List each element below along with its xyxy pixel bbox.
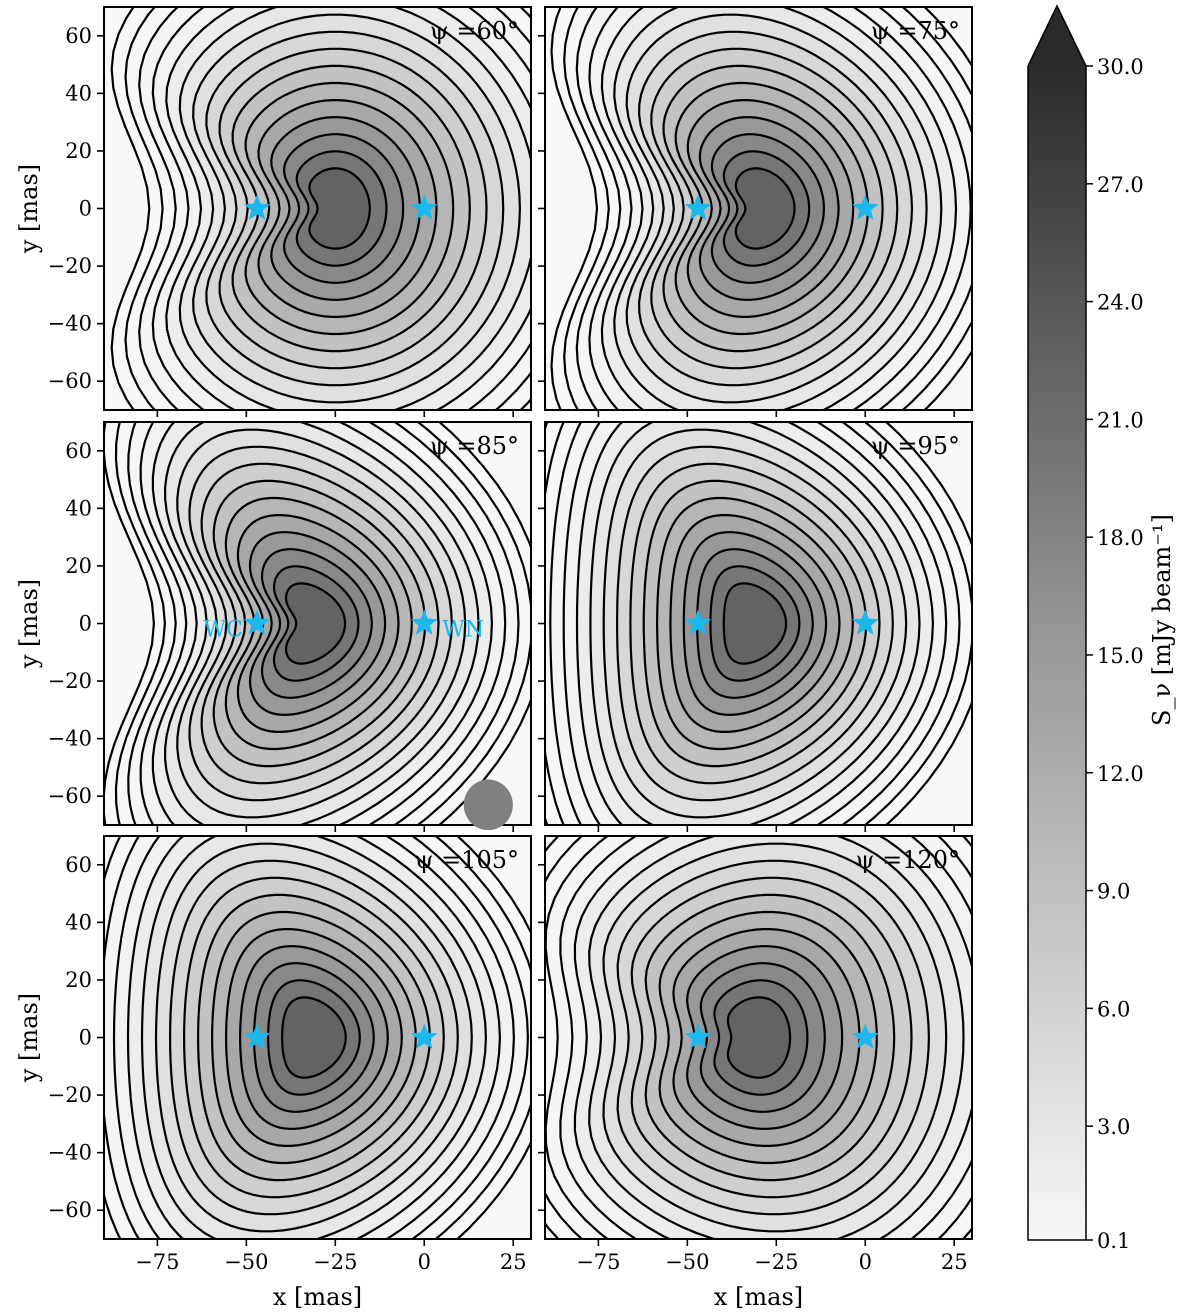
y-tick-label: 20	[65, 139, 92, 163]
panel-1: −60 −40 −20 0 20 40 60 ψ =60°	[48, 6, 532, 417]
star-wc	[243, 194, 271, 220]
y-tick-label: 40	[65, 81, 92, 105]
contour-group	[110, 7, 531, 410]
x-tick-label: −75	[576, 1250, 620, 1274]
y-tick-label: −60	[48, 784, 92, 808]
colorbar-tick-label: 3.0	[1097, 1115, 1130, 1139]
star-wc	[684, 609, 712, 635]
psi-label: ψ =75°	[871, 17, 960, 45]
x-tick-label: 0	[859, 1250, 872, 1274]
y-tick-label: 40	[65, 910, 92, 934]
y-tick-label: 20	[65, 554, 92, 578]
x-tick-label: 25	[941, 1250, 968, 1274]
contour-group	[104, 422, 531, 825]
x-tick-label: 0	[418, 1250, 431, 1274]
y-tick-label: 0	[79, 197, 92, 221]
x-tick-label: 25	[500, 1250, 527, 1274]
star-label-wn: WN	[442, 618, 484, 643]
colorbar-tick-label: 18.0	[1097, 526, 1144, 550]
star-label-wc: WC	[204, 618, 243, 643]
x-tick-label: −50	[665, 1250, 709, 1274]
y-tick-label: 60	[65, 853, 92, 877]
star-wc	[684, 1023, 712, 1049]
contour-level	[722, 582, 788, 665]
y-tick-label: −60	[48, 369, 92, 393]
y-tick-label: −20	[48, 669, 92, 693]
colorbar-tick-label: 12.0	[1097, 762, 1144, 786]
star-wc	[684, 194, 712, 220]
contour-level	[280, 996, 347, 1079]
panel-5: −75 −50 −25 0 25 −60 −40 −20 0 20 40 60 ψ =105°	[48, 835, 532, 1274]
panel-4: ψ =95°	[538, 421, 973, 832]
x-axis-label: x [mas]	[273, 1283, 362, 1311]
y-tick-label: 60	[65, 24, 92, 48]
y-tick-label: −40	[48, 1141, 92, 1165]
star-wn	[410, 1023, 438, 1049]
contour-group	[545, 422, 972, 825]
y-tick-label: −40	[48, 312, 92, 336]
colorbar: 0.1 3.0 6.0 9.0 12.0 15.0 18.0 21.0 24.0 27.0 30.0…	[1027, 4, 1176, 1253]
panel-2: ψ =75°	[538, 6, 973, 417]
contour-group	[545, 836, 972, 1239]
y-tick-label: 0	[79, 1026, 92, 1050]
star-wn	[851, 609, 879, 635]
colorbar-gradient	[1028, 66, 1086, 1240]
contour-level	[726, 996, 792, 1079]
star-wn	[851, 194, 879, 220]
y-tick-label: −40	[48, 727, 92, 751]
colorbar-tick-label: 6.0	[1097, 997, 1130, 1021]
y-tick-label: 20	[65, 968, 92, 992]
psi-label: ψ =120°	[856, 846, 960, 874]
x-tick-label: −25	[754, 1250, 798, 1274]
x-tick-label: −50	[224, 1250, 268, 1274]
y-tick-label: 60	[65, 439, 92, 463]
contour-level	[734, 167, 796, 250]
y-tick-label: −20	[48, 254, 92, 278]
beam-ellipse	[463, 779, 513, 831]
panel-6: −75 −50 −25 0 25 ψ =120°	[538, 835, 973, 1274]
colorbar-label: S_ν [mJy beam⁻¹]	[1148, 514, 1176, 726]
star-wn	[851, 1023, 879, 1049]
y-axis-label: y [mas]	[15, 164, 43, 254]
colorbar-tick-label: 15.0	[1097, 644, 1144, 668]
colorbar-extend-arrow	[1028, 6, 1086, 66]
psi-label: ψ =60°	[430, 17, 519, 45]
contour-level	[284, 582, 347, 665]
psi-label: ψ =85°	[430, 432, 519, 460]
x-tick-label: −25	[313, 1250, 357, 1274]
star-wn	[410, 609, 438, 635]
colorbar-tick-label: 27.0	[1097, 173, 1144, 197]
colorbar-tick-label: 24.0	[1097, 291, 1144, 315]
x-axis-label: x [mas]	[714, 1283, 803, 1311]
star-wc	[243, 609, 271, 635]
psi-label: ψ =95°	[871, 432, 960, 460]
star-wn	[410, 194, 438, 220]
y-tick-label: 40	[65, 496, 92, 520]
y-axis-label: y [mas]	[15, 993, 43, 1083]
colorbar-tick-label: 0.1	[1097, 1229, 1130, 1253]
colorbar-frame	[1027, 4, 1087, 1241]
contour-group	[550, 7, 972, 410]
contour-level	[308, 167, 371, 250]
colorbar-tick-label: 9.0	[1097, 880, 1130, 904]
y-axis-label: y [mas]	[15, 579, 43, 669]
y-tick-label: 0	[79, 612, 92, 636]
contour-panels: −60 −40 −20 0 20 40 60 ψ =60° ψ =75° −60 −40 −20 0 20…	[15, 6, 973, 1311]
x-tick-label: −75	[135, 1250, 179, 1274]
contour-group	[104, 836, 531, 1239]
colorbar-tick-label: 30.0	[1097, 55, 1144, 79]
psi-label: ψ =105°	[415, 846, 519, 874]
y-tick-label: −20	[48, 1083, 92, 1107]
panel-3: −60 −40 −20 0 20 40 60 WC WN ψ =85°	[48, 421, 532, 832]
star-wc	[243, 1023, 271, 1049]
colorbar-tick-label: 21.0	[1097, 408, 1144, 432]
y-tick-label: −60	[48, 1198, 92, 1222]
